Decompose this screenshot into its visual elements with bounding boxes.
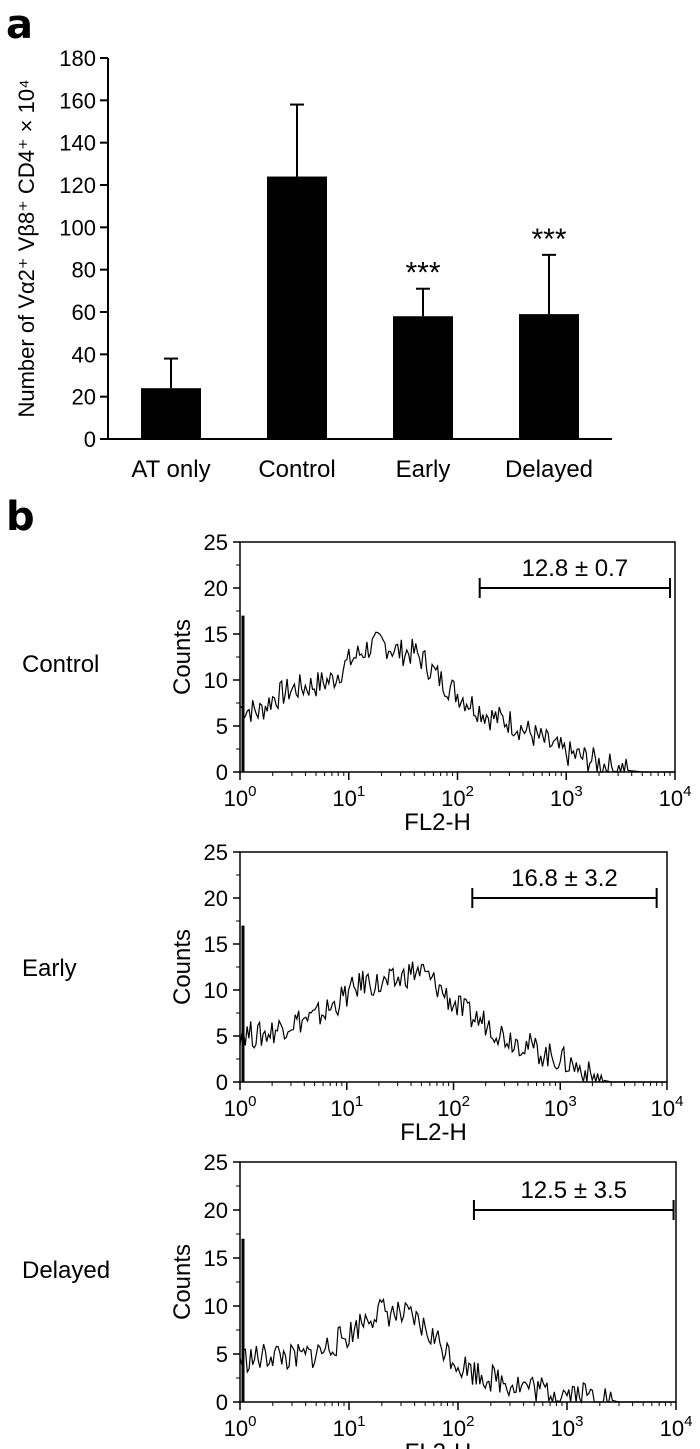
category-label: Early: [396, 456, 451, 483]
x-tick-label: 103: [544, 1093, 577, 1121]
y-tick-label: 5: [216, 1342, 228, 1367]
y-tick-label: 5: [216, 714, 228, 739]
category-label: AT only: [131, 456, 210, 483]
x-tick-label: 102: [442, 1413, 475, 1441]
y-tick-label: 20: [204, 576, 228, 601]
y-tick-label: 140: [59, 131, 96, 156]
x-tick-label: 102: [441, 783, 474, 811]
y-tick-label: 25: [204, 840, 228, 865]
y-tick-label: 25: [204, 530, 228, 555]
y-axis-title: Number of Vα2⁺ Vβ8⁺ CD4⁺ × 10⁴: [14, 79, 39, 417]
y-tick-label: 10: [204, 1294, 228, 1319]
x-tick-label: 104: [659, 783, 692, 811]
x-tick-label: 104: [651, 1093, 684, 1121]
histogram-trace: [239, 631, 675, 774]
y-tick-label: 160: [59, 88, 96, 113]
row-label: Control: [22, 651, 99, 678]
y-tick-label: 10: [204, 978, 228, 1003]
y-tick-label: 25: [204, 1150, 228, 1175]
y-tick-label: 15: [204, 1246, 228, 1271]
row-label: Delayed: [22, 1257, 110, 1284]
bar: [393, 316, 453, 439]
gate-label: 12.8 ± 0.7: [522, 555, 629, 582]
category-label: Delayed: [505, 456, 593, 483]
x-tick-label: 100: [224, 1413, 257, 1441]
histogram-control: 0 5 10 15 20 25 100 101 102 103 104 FL2-H Counts Cont…: [22, 530, 691, 836]
y-tick-label: 80: [72, 258, 96, 283]
x-tick-label: 104: [660, 1413, 693, 1441]
x-tick-label: 103: [550, 783, 583, 811]
y-tick-label: 0: [216, 1070, 228, 1095]
significance-label: ***: [531, 223, 566, 256]
y-tick-label: 20: [204, 1198, 228, 1223]
x-tick-label: 100: [224, 783, 257, 811]
y-axis-title: Counts: [169, 619, 196, 695]
y-tick-label: 100: [59, 215, 96, 240]
histogram-delayed: 0 5 10 15 20 25 100 101 102 103 104 FL2-H Counts Dela…: [22, 1150, 692, 1449]
panel-b-letter: b: [6, 494, 35, 540]
x-tick-label: 100: [224, 1093, 257, 1121]
x-tick-label: 101: [330, 1093, 363, 1121]
category-label: Control: [258, 456, 335, 483]
y-tick-label: 120: [59, 173, 96, 198]
x-axis-title: FL2-H: [400, 1119, 467, 1146]
bar: [267, 176, 327, 440]
y-axis-title: Counts: [169, 1244, 196, 1320]
x-axis-title: FL2-H: [405, 1439, 472, 1449]
panel-a-letter: a: [6, 2, 33, 48]
y-tick-label: 5: [216, 1024, 228, 1049]
gate-label: 16.8 ± 3.2: [511, 865, 618, 892]
y-axis-title: Counts: [169, 929, 196, 1005]
row-label: Early: [22, 955, 77, 982]
y-tick-label: 180: [59, 46, 96, 71]
y-tick-label: 0: [216, 760, 228, 785]
bar: [141, 388, 201, 439]
y-tick-label: 15: [204, 932, 228, 957]
bar: [519, 314, 579, 439]
x-tick-label: 102: [437, 1093, 470, 1121]
y-tick-label: 40: [72, 342, 96, 367]
y-tick-label: 10: [204, 668, 228, 693]
x-tick-label: 103: [551, 1413, 584, 1441]
y-tick-label: 15: [204, 622, 228, 647]
significance-label: ***: [405, 257, 440, 290]
bar-chart-panel-a: 0 20 40 60 80 100 120 140 160 180 AT only Control **…: [14, 46, 612, 483]
y-tick-label: 20: [204, 886, 228, 911]
histogram-trace: [239, 961, 667, 1084]
x-tick-label: 101: [332, 783, 365, 811]
x-axis-title: FL2-H: [404, 809, 471, 836]
histogram-trace: [239, 1297, 676, 1405]
gate-label: 12.5 ± 3.5: [520, 1177, 627, 1204]
y-tick-label: 60: [72, 300, 96, 325]
x-tick-label: 101: [333, 1413, 366, 1441]
y-tick-label: 0: [84, 427, 96, 452]
y-tick-label: 20: [72, 385, 96, 410]
histogram-early: 0 5 10 15 20 25 100 101 102 103 104 FL2-H Counts Earl…: [22, 840, 683, 1146]
y-tick-label: 0: [216, 1390, 228, 1415]
